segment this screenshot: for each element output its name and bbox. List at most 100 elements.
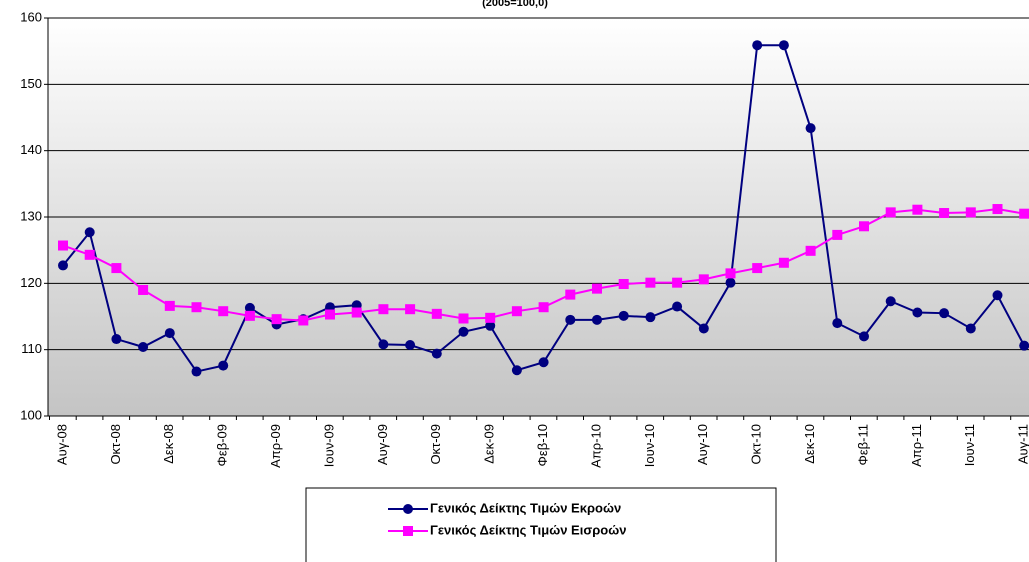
marker bbox=[672, 277, 683, 288]
marker bbox=[458, 313, 469, 324]
marker bbox=[1019, 340, 1029, 351]
y-tick-label: 130 bbox=[20, 208, 42, 223]
marker bbox=[592, 283, 602, 294]
marker bbox=[164, 300, 175, 311]
marker bbox=[191, 302, 202, 313]
marker bbox=[244, 310, 255, 321]
x-tick-label: Απρ-10 bbox=[588, 424, 603, 468]
marker bbox=[218, 360, 229, 371]
marker bbox=[431, 348, 442, 359]
marker bbox=[592, 314, 602, 325]
marker bbox=[351, 307, 362, 318]
marker bbox=[912, 307, 923, 318]
marker bbox=[725, 268, 736, 279]
marker bbox=[805, 123, 816, 134]
y-tick-label: 140 bbox=[20, 142, 42, 157]
legend bbox=[305, 487, 777, 562]
x-tick-label: Οκτ-09 bbox=[428, 424, 443, 465]
chart-title: (2005=100,0) bbox=[482, 0, 548, 9]
marker bbox=[164, 328, 175, 339]
y-tick-label: 150 bbox=[20, 76, 42, 91]
marker bbox=[725, 277, 736, 288]
marker bbox=[538, 357, 549, 368]
marker bbox=[618, 278, 629, 289]
marker bbox=[191, 366, 202, 377]
marker bbox=[778, 257, 789, 268]
marker bbox=[511, 306, 522, 317]
y-tick-label: 110 bbox=[21, 341, 42, 356]
marker bbox=[645, 312, 656, 323]
marker bbox=[1019, 208, 1029, 219]
marker bbox=[378, 339, 389, 350]
marker bbox=[618, 310, 629, 321]
x-tick-label: Φεβ-10 bbox=[535, 424, 550, 466]
marker bbox=[298, 315, 309, 326]
marker bbox=[111, 334, 122, 345]
marker bbox=[271, 314, 282, 325]
marker bbox=[912, 204, 923, 215]
marker bbox=[939, 308, 950, 319]
x-tick-label: Δεκ-09 bbox=[482, 424, 497, 464]
x-tick-label: Αυγ-10 bbox=[695, 424, 710, 465]
marker bbox=[752, 263, 763, 274]
x-tick-label: Αυγ-09 bbox=[375, 424, 390, 465]
marker bbox=[378, 304, 389, 315]
x-tick-label: Ιουν-11 bbox=[962, 424, 977, 466]
x-tick-label: Απρ-11 bbox=[909, 424, 924, 467]
marker bbox=[992, 290, 1003, 301]
marker bbox=[859, 331, 869, 342]
marker bbox=[244, 302, 255, 313]
x-tick-label: Φεβ-11 bbox=[855, 424, 870, 465]
marker bbox=[859, 221, 869, 232]
marker bbox=[485, 312, 496, 323]
marker bbox=[805, 245, 816, 256]
x-tick-label: Φεβ-09 bbox=[215, 424, 230, 466]
marker bbox=[405, 340, 416, 351]
marker bbox=[698, 323, 709, 334]
marker bbox=[965, 207, 976, 218]
marker bbox=[992, 204, 1003, 215]
marker bbox=[885, 207, 896, 218]
y-tick-label: 160 bbox=[20, 9, 42, 24]
marker bbox=[698, 274, 709, 285]
marker bbox=[939, 208, 950, 219]
marker bbox=[325, 309, 335, 320]
marker bbox=[832, 318, 843, 329]
marker bbox=[965, 323, 976, 334]
marker bbox=[645, 277, 656, 288]
marker bbox=[511, 365, 522, 376]
marker bbox=[431, 308, 442, 319]
x-tick-label: Ιουν-10 bbox=[642, 424, 657, 467]
marker bbox=[885, 296, 896, 307]
marker bbox=[111, 263, 122, 274]
x-tick-label: Αυγ-08 bbox=[54, 424, 69, 465]
marker bbox=[58, 260, 68, 271]
x-tick-label: Δεκ-10 bbox=[802, 424, 817, 464]
y-tick-label: 100 bbox=[20, 407, 42, 422]
x-tick-label: Οκτ-08 bbox=[108, 424, 123, 465]
marker bbox=[405, 304, 416, 315]
marker bbox=[84, 249, 95, 260]
legend-label: Γενικός Δείκτης Τιμών Εκροών bbox=[430, 500, 621, 515]
marker bbox=[565, 289, 576, 300]
marker bbox=[778, 40, 789, 51]
legend-marker bbox=[403, 504, 413, 514]
marker bbox=[752, 40, 763, 51]
marker bbox=[84, 227, 95, 238]
legend-marker bbox=[403, 526, 413, 536]
marker bbox=[138, 342, 149, 353]
marker bbox=[218, 306, 229, 317]
x-tick-label: Αυγ-11 bbox=[1016, 424, 1029, 464]
x-tick-label: Οκτ-10 bbox=[749, 424, 764, 465]
x-tick-label: Απρ-09 bbox=[268, 424, 283, 468]
marker bbox=[565, 314, 576, 325]
marker bbox=[58, 240, 68, 251]
marker bbox=[138, 284, 149, 295]
marker bbox=[672, 301, 683, 312]
marker bbox=[458, 326, 469, 337]
x-tick-label: Ιουν-09 bbox=[321, 424, 336, 467]
x-tick-label: Δεκ-08 bbox=[161, 424, 176, 464]
marker bbox=[485, 320, 496, 331]
legend-label: Γενικός Δείκτης Τιμών Εισροών bbox=[430, 522, 626, 537]
y-tick-label: 120 bbox=[20, 275, 42, 290]
